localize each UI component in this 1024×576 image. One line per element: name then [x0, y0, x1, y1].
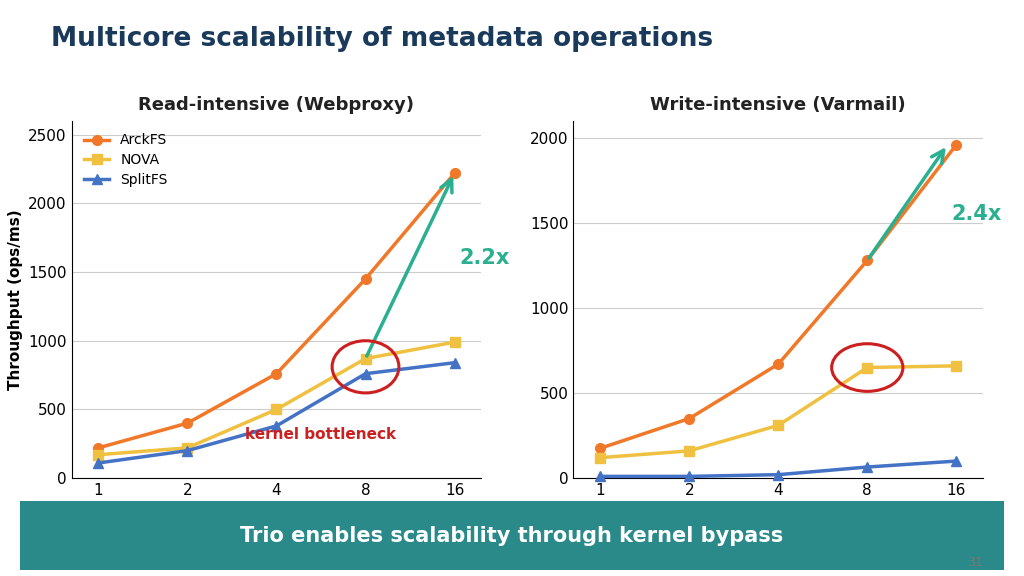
Text: 31: 31	[968, 556, 983, 569]
Text: kernel bottleneck: kernel bottleneck	[246, 427, 396, 442]
Y-axis label: Throughput (ops/ms): Throughput (ops/ms)	[8, 209, 23, 390]
Text: 2.2x: 2.2x	[459, 248, 509, 268]
Text: Trio enables scalability through kernel bypass: Trio enables scalability through kernel …	[241, 526, 783, 545]
X-axis label: #threads: #threads	[735, 503, 821, 521]
X-axis label: #threads: #threads	[233, 503, 319, 521]
Text: 2.4x: 2.4x	[952, 204, 1002, 225]
Legend: ArckFS, NOVA, SplitFS: ArckFS, NOVA, SplitFS	[79, 128, 173, 192]
Text: Multicore scalability of metadata operations: Multicore scalability of metadata operat…	[51, 26, 714, 52]
Title: Read-intensive (Webproxy): Read-intensive (Webproxy)	[138, 96, 415, 114]
Title: Write-intensive (Varmail): Write-intensive (Varmail)	[650, 96, 906, 114]
